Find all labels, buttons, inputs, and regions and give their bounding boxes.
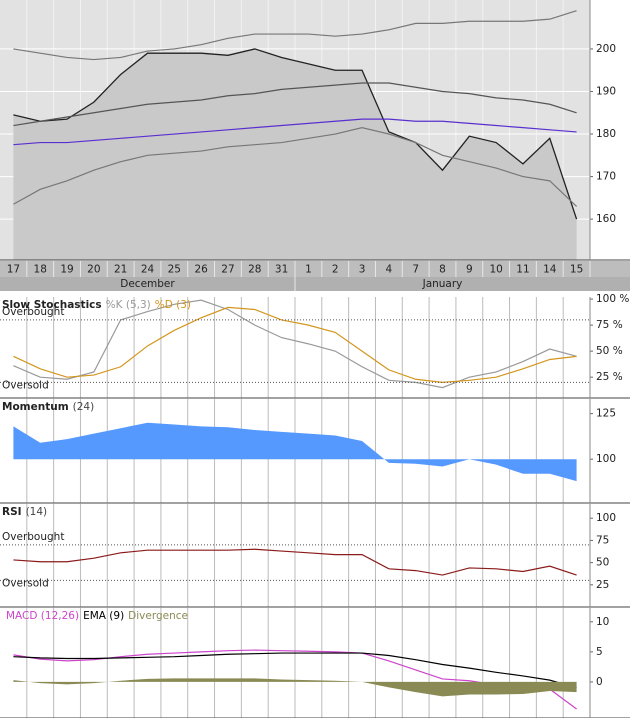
y-tick-label: 170 xyxy=(596,171,616,183)
x-tick-label: 19 xyxy=(60,264,73,276)
legend-entry: MACD (12,26) xyxy=(6,610,79,622)
line xyxy=(13,548,577,576)
x-tick-label: 21 xyxy=(114,264,127,276)
line xyxy=(13,10,577,61)
x-tick-label: 3 xyxy=(359,264,366,276)
x-tick-label: 7 xyxy=(412,264,419,276)
x-tick-label: 11 xyxy=(516,264,529,276)
x-tick-label: 26 xyxy=(194,264,208,276)
legend-entry: (14) xyxy=(26,506,48,518)
y-tick-label: 10 xyxy=(596,616,609,628)
y-tick-label: 50 % xyxy=(596,345,623,357)
line xyxy=(13,652,577,689)
x-tick-label: 1 xyxy=(305,264,312,276)
date-row xyxy=(0,261,630,277)
level-label: Oversold xyxy=(2,379,49,391)
x-tick-label: 27 xyxy=(221,264,234,276)
level-label: Oversold xyxy=(2,577,49,589)
panel-title-name: Momentum xyxy=(2,401,69,413)
legend-entry: (24) xyxy=(73,401,95,413)
x-tick-label: 15 xyxy=(570,264,583,276)
y-tick-label: 25 xyxy=(596,579,609,591)
y-tick-label: 180 xyxy=(596,128,616,140)
area xyxy=(13,678,577,697)
area-line xyxy=(13,48,578,220)
panel-title-name: RSI xyxy=(2,506,22,518)
x-tick-label: 9 xyxy=(466,264,473,276)
x-tick-label: 28 xyxy=(248,264,261,276)
y-tick-label: 190 xyxy=(596,85,616,97)
y-tick-label: 125 xyxy=(596,408,616,420)
line xyxy=(13,127,578,207)
y-tick-label: 0 xyxy=(596,676,603,688)
x-tick-label: 24 xyxy=(141,264,155,276)
area xyxy=(13,48,577,260)
legend-entry: %D (3) xyxy=(155,299,191,311)
x-tick-label: 25 xyxy=(168,264,181,276)
x-tick-label: 31 xyxy=(275,264,288,276)
level-label: Overbought xyxy=(2,306,64,318)
y-tick-label: 75 xyxy=(596,534,609,546)
y-tick-label: 50 xyxy=(596,557,609,569)
panel-title: Slow Stochastics %K (5,3) %D (3) xyxy=(2,299,191,311)
month-row xyxy=(0,277,630,291)
x-tick-label: 4 xyxy=(386,264,393,276)
month-label: January xyxy=(422,278,463,290)
y-tick-label: 75 % xyxy=(596,319,623,331)
y-tick-label: 5 xyxy=(596,646,603,658)
legend-entry: %K (5,3) xyxy=(106,299,151,311)
legend-entry: EMA (9) xyxy=(83,610,124,622)
x-tick-label: 8 xyxy=(439,264,446,276)
legend-entry: Divergence xyxy=(128,610,188,622)
area xyxy=(13,422,577,482)
y-tick-label: 200 xyxy=(596,43,616,55)
x-tick-label: 18 xyxy=(34,264,47,276)
line xyxy=(13,306,577,383)
panel-title-name: Slow Stochastics xyxy=(2,299,102,311)
x-tick-label: 17 xyxy=(7,264,20,276)
x-tick-label: 20 xyxy=(87,264,100,276)
panel-title: RSI (14) xyxy=(2,506,47,518)
panel-title: Momentum (24) xyxy=(2,401,94,413)
y-tick-label: 25 % xyxy=(596,371,623,383)
y-tick-label: 100 xyxy=(596,512,616,524)
line xyxy=(13,82,577,127)
month-label: December xyxy=(120,278,175,290)
line xyxy=(13,118,577,146)
line xyxy=(13,299,577,389)
panel-title: MACD (12,26) EMA (9) Divergence xyxy=(6,610,188,622)
level-label: Overbought xyxy=(2,531,64,543)
x-tick-label: 14 xyxy=(543,264,557,276)
y-tick-label: 160 xyxy=(596,213,616,225)
x-tick-label: 2 xyxy=(332,264,339,276)
y-tick-label: 100 xyxy=(596,453,616,465)
y-tick-label: 100 % xyxy=(596,293,629,305)
x-tick-label: 10 xyxy=(489,264,502,276)
